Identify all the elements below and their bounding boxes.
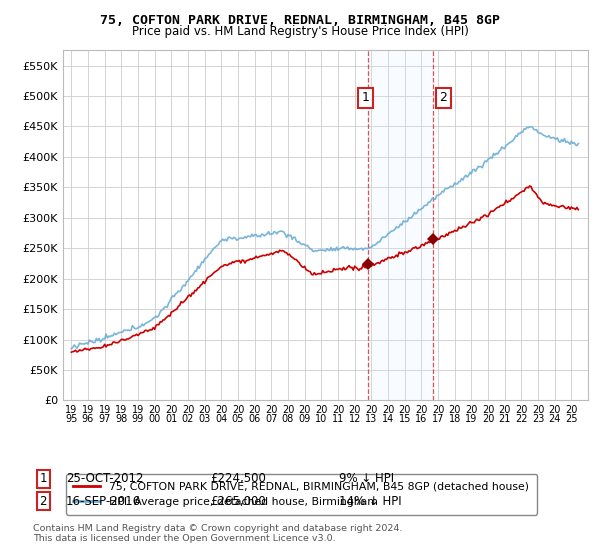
Text: 1: 1 [361,91,369,104]
Text: 9% ↓ HPI: 9% ↓ HPI [339,472,394,486]
Text: 16-SEP-2016: 16-SEP-2016 [66,494,141,508]
Text: 1: 1 [40,472,47,486]
Text: £265,000: £265,000 [210,494,266,508]
Text: 75, COFTON PARK DRIVE, REDNAL, BIRMINGHAM, B45 8GP: 75, COFTON PARK DRIVE, REDNAL, BIRMINGHA… [100,14,500,27]
Text: £224,500: £224,500 [210,472,266,486]
Text: Contains HM Land Registry data © Crown copyright and database right 2024.
This d: Contains HM Land Registry data © Crown c… [33,524,403,543]
Text: 14% ↓ HPI: 14% ↓ HPI [339,494,401,508]
Text: Price paid vs. HM Land Registry's House Price Index (HPI): Price paid vs. HM Land Registry's House … [131,25,469,38]
Text: 2: 2 [439,91,447,104]
Text: 2: 2 [40,494,47,508]
Bar [368,50,433,400]
Legend: 75, COFTON PARK DRIVE, REDNAL, BIRMINGHAM, B45 8GP (detached house), HPI: Averag: 75, COFTON PARK DRIVE, REDNAL, BIRMINGHA… [66,474,537,515]
Text: 25-OCT-2012: 25-OCT-2012 [66,472,143,486]
